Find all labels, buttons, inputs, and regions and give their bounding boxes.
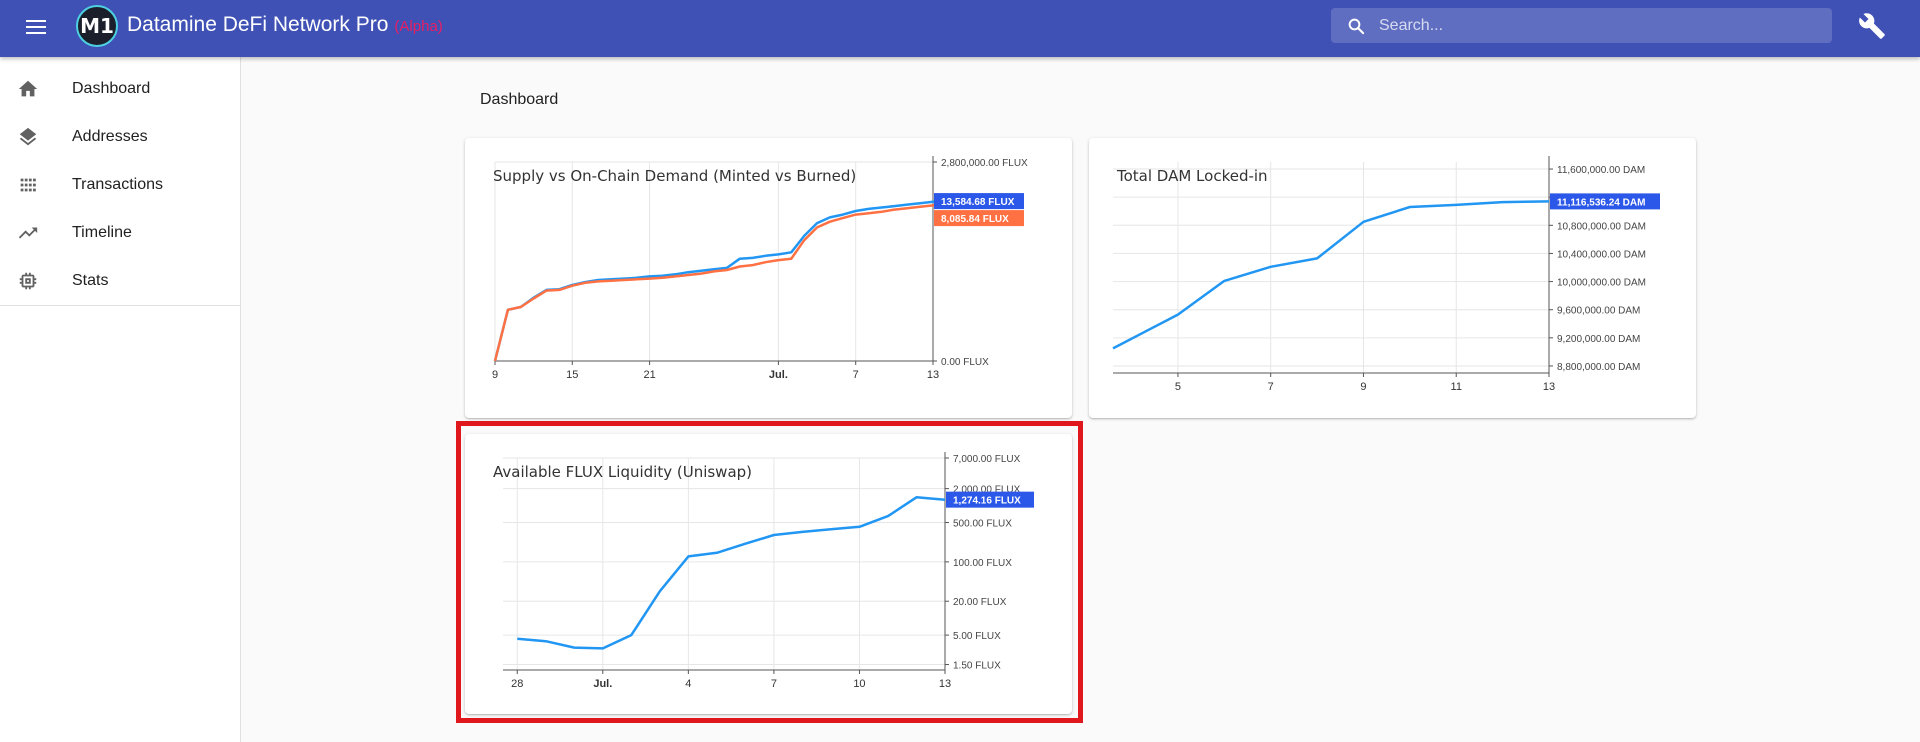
sidebar: Dashboard Addresses Transactions Timelin… [0,57,241,742]
y-tick-label: 2,800,000.00 FLUX [941,158,1028,169]
y-tick-label: 9,600,000.00 DAM [1557,306,1640,317]
y-tick-label: 10,800,000.00 DAM [1557,221,1646,232]
y-tick-label: 5.00 FLUX [953,631,1001,642]
y-tick-label: 11,600,000.00 DAM [1557,165,1645,176]
chart-title: Total DAM Locked-in [1116,167,1268,185]
price-tag-label: 8,085.84 FLUX [941,214,1009,225]
trending-up-icon [18,227,38,239]
chart-title: Supply vs On-Chain Demand (Minted vs Bur… [493,167,856,185]
x-tick-label: 9 [1360,381,1366,393]
x-tick-label: Jul. [769,369,788,381]
x-tick-label: 10 [853,678,865,690]
x-tick-label: 15 [566,369,578,381]
search-icon [1348,18,1365,35]
app-alpha-badge: (Alpha) [394,18,443,35]
flux-liquidity-chart[interactable]: 28 Jul. 4 7 10 13 7,000.00 FLUX 2,000.00 FLUX 50… [465,434,1072,714]
price-tag [934,193,1024,210]
x-tick-label: 9 [492,369,498,381]
series-line-0 [517,496,946,650]
app-bar: M1 Datamine DeFi Network Pro (Alpha) [0,0,1920,57]
x-tick-label: 7 [1268,381,1274,393]
sidebar-item-label: Dashboard [72,80,151,97]
sidebar-item-dashboard[interactable]: Dashboard [0,65,240,113]
x-tick-label: 5 [1175,381,1181,393]
series-line-0 [1112,200,1550,350]
sidebar-nav: Dashboard Addresses Transactions Timelin… [0,57,240,306]
x-tick-label: 28 [511,678,523,690]
series-line-1 [493,203,946,362]
menu-icon[interactable] [22,16,50,42]
sidebar-item-timeline[interactable]: Timeline [0,209,240,257]
sidebar-item-addresses[interactable]: Addresses [0,113,240,161]
sidebar-item-label: Addresses [72,128,148,145]
layers-icon [19,127,37,146]
price-tag [946,491,1034,508]
y-tick-label: 0.00 FLUX [941,357,989,368]
y-tick-label: 10,000,000.00 DAM [1557,278,1646,289]
x-tick-label: 7 [771,678,777,690]
search-box[interactable] [1331,8,1832,43]
x-tick-label: 13 [939,678,951,690]
series-line-0 [493,199,946,362]
supply-chart[interactable]: 9 15 21 Jul. 7 13 2,800,000.00 FLUX 0.00 FLUX Su… [465,138,1072,418]
y-tick-label: 10,400,000.00 DAM [1557,249,1646,260]
page-title: Dashboard [480,91,559,108]
app-title-text: Datamine DeFi Network Pro [127,13,389,36]
y-tick-label: 8,800,000.00 DAM [1557,362,1640,373]
y-tick-label: 20.00 FLUX [953,597,1007,608]
grid-icon [20,178,36,192]
sidebar-item-transactions[interactable]: Transactions [0,161,240,209]
app-title: Datamine DeFi Network Pro (Alpha) [127,13,443,37]
sidebar-item-stats[interactable]: Stats [0,257,240,305]
chart-title: Available FLUX Liquidity (Uniswap) [493,463,752,481]
sidebar-item-label: Stats [72,272,109,289]
search-input[interactable] [1379,8,1819,43]
y-tick-label: 2,000.00 FLUX [953,485,1021,496]
x-tick-label: 13 [1543,381,1555,393]
sidebar-item-label: Transactions [72,176,163,193]
x-tick-label: Jul. [593,678,612,690]
chart-card-supply: 9 15 21 Jul. 7 13 2,800,000.00 FLUX 0.00 FLUX Su… [465,138,1072,418]
price-tag [934,210,1024,227]
x-tick-label: 21 [643,369,655,381]
wrench-icon[interactable] [1858,12,1886,40]
x-tick-label: 7 [853,369,859,381]
chip-icon [19,272,37,290]
price-tag [1550,193,1660,210]
price-tag-label: 1,274.16 FLUX [953,496,1021,507]
app-logo[interactable]: M1 [76,5,118,47]
y-tick-label: 7,000.00 FLUX [953,454,1021,465]
y-tick-label: 1.50 FLUX [953,661,1001,672]
chart-card-flux-liquidity: 28 Jul. 4 7 10 13 7,000.00 FLUX 2,000.00 FLUX 50… [465,434,1072,714]
price-tag-label: 13,584.68 FLUX [941,197,1015,208]
x-tick-label: 13 [927,369,939,381]
x-tick-label: 11 [1451,381,1462,393]
y-tick-label: 100.00 FLUX [953,558,1012,569]
sidebar-item-label: Timeline [72,224,132,241]
y-tick-label: 9,200,000.00 DAM [1557,334,1640,345]
home-icon [18,80,38,97]
price-tag-label: 11,116,536.24 DAM [1557,197,1645,208]
x-tick-label: 4 [685,678,691,690]
y-tick-label: 500.00 FLUX [953,519,1012,530]
